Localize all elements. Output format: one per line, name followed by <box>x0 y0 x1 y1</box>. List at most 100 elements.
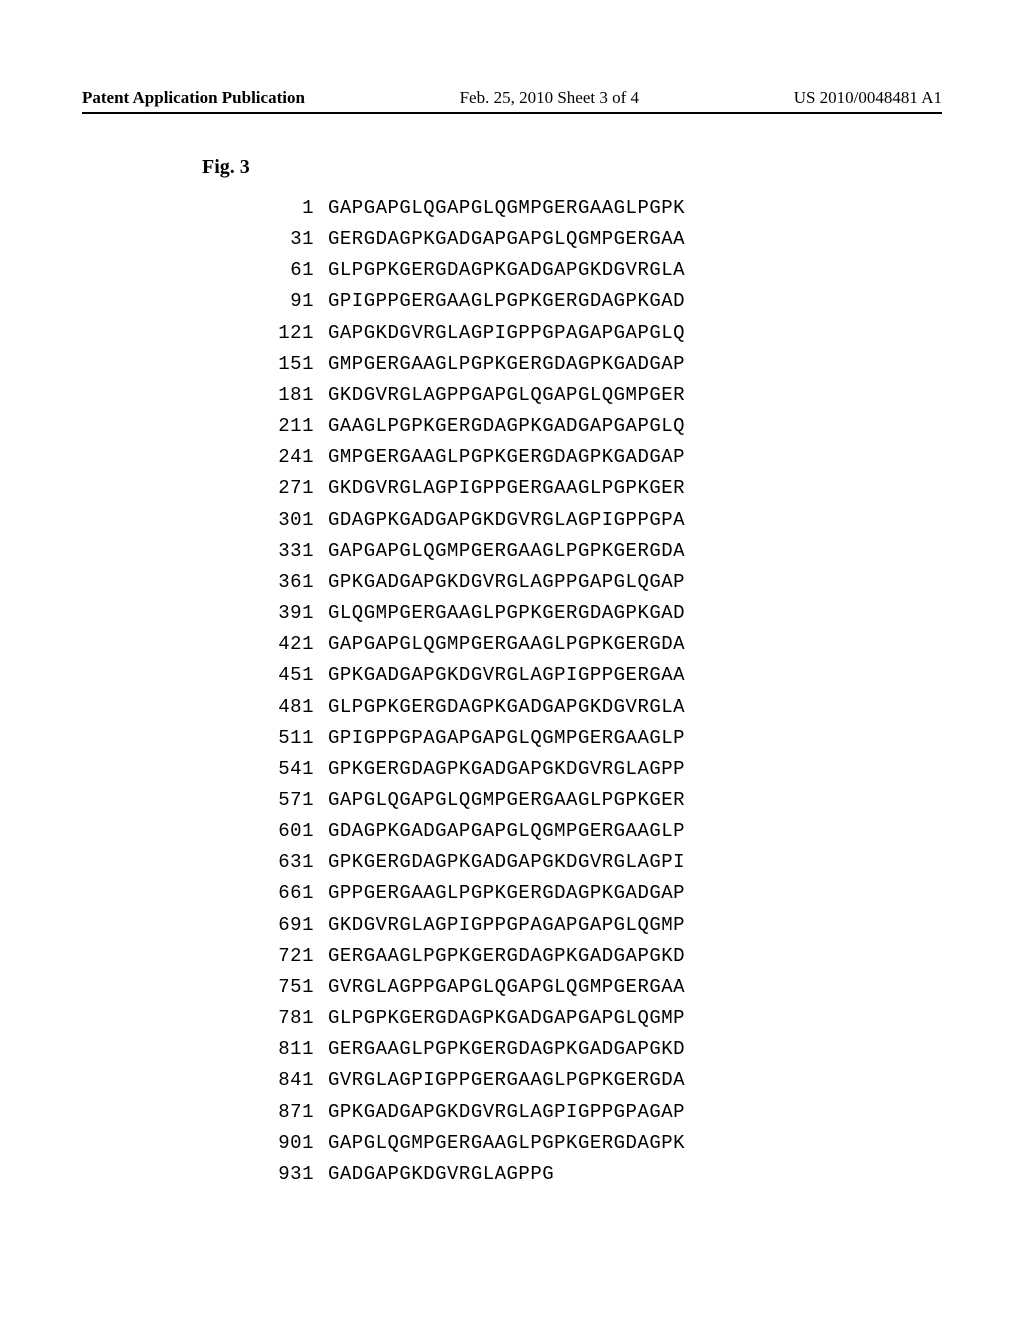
sequence-position: 241 <box>252 442 314 473</box>
sequence-position: 391 <box>252 598 314 629</box>
sequence-row: 751 GVRGLAGPPGAPGLQGAPGLQGMPGERGAA <box>252 972 942 1003</box>
sequence-position: 631 <box>252 847 314 878</box>
sequence-row: 91 GPIGPPGERGAAGLPGPKGERGDAGPKGAD <box>252 286 942 317</box>
sequence-position: 271 <box>252 473 314 504</box>
sequence-text: GMPGERGAAGLPGPKGERGDAGPKGADGAP <box>328 353 685 375</box>
sequence-row: 361 GPKGADGAPGKDGVRGLAGPPGAPGLQGAP <box>252 567 942 598</box>
sequence-text: GADGAPGKDGVRGLAGPPG <box>328 1163 554 1185</box>
sequence-text: GMPGERGAAGLPGPKGERGDAGPKGADGAP <box>328 446 685 468</box>
sequence-position: 421 <box>252 629 314 660</box>
sequence-text: GAPGAPGLQGAPGLQGMPGERGAAGLPGPK <box>328 197 685 219</box>
sequence-row: 841 GVRGLAGPIGPPGERGAAGLPGPKGERGDA <box>252 1065 942 1096</box>
sequence-text: GKDGVRGLAGPPGAPGLQGAPGLQGMPGER <box>328 384 685 406</box>
sequence-text: GPKGERGDAGPKGADGAPGKDGVRGLAGPI <box>328 851 685 873</box>
sequence-row: 781 GLPGPKGERGDAGPKGADGAPGAPGLQGMP <box>252 1003 942 1034</box>
sequence-text: GPIGPPGPAGAPGAPGLQGMPGERGAAGLP <box>328 727 685 749</box>
sequence-text: GERGDAGPKGADGAPGAPGLQGMPGERGAA <box>328 228 685 250</box>
sequence-row: 61 GLPGPKGERGDAGPKGADGAPGKDGVRGLA <box>252 255 942 286</box>
sequence-position: 841 <box>252 1065 314 1096</box>
sequence-position: 91 <box>252 286 314 317</box>
sequence-position: 151 <box>252 349 314 380</box>
sequence-position: 691 <box>252 910 314 941</box>
sequence-text: GLPGPKGERGDAGPKGADGAPGAPGLQGMP <box>328 1007 685 1029</box>
sequence-position: 751 <box>252 972 314 1003</box>
sequence-text: GAPGLQGAPGLQGMPGERGAAGLPGPKGER <box>328 789 685 811</box>
sequence-text: GDAGPKGADGAPGKDGVRGLAGPIGPPGPA <box>328 509 685 531</box>
sequence-position: 721 <box>252 941 314 972</box>
sequence-row: 571 GAPGLQGAPGLQGMPGERGAAGLPGPKGER <box>252 785 942 816</box>
sequence-text: GAPGAPGLQGMPGERGAAGLPGPKGERGDA <box>328 633 685 655</box>
sequence-text: GPKGADGAPGKDGVRGLAGPIGPPGERGAA <box>328 664 685 686</box>
sequence-row: 241 GMPGERGAAGLPGPKGERGDAGPKGADGAP <box>252 442 942 473</box>
sequence-row: 811 GERGAAGLPGPKGERGDAGPKGADGAPGKD <box>252 1034 942 1065</box>
sequence-text: GKDGVRGLAGPIGPPGERGAAGLPGPKGER <box>328 477 685 499</box>
sequence-text: GKDGVRGLAGPIGPPGPAGAPGAPGLQGMP <box>328 914 685 936</box>
sequence-row: 691 GKDGVRGLAGPIGPPGPAGAPGAPGLQGMP <box>252 910 942 941</box>
sequence-row: 31 GERGDAGPKGADGAPGAPGLQGMPGERGAA <box>252 224 942 255</box>
sequence-row: 301 GDAGPKGADGAPGKDGVRGLAGPIGPPGPA <box>252 505 942 536</box>
sequence-row: 211GAAGLPGPKGERGDAGPKGADGAPGAPGLQ <box>252 411 942 442</box>
sequence-row: 541GPKGERGDAGPKGADGAPGKDGVRGLAGPP <box>252 754 942 785</box>
sequence-row: 151 GMPGERGAAGLPGPKGERGDAGPKGADGAP <box>252 349 942 380</box>
sequence-position: 301 <box>252 505 314 536</box>
sequence-position: 451 <box>252 660 314 691</box>
sequence-text: GAPGAPGLQGMPGERGAAGLPGPKGERGDA <box>328 540 685 562</box>
sequence-row: 601 GDAGPKGADGAPGAPGLQGMPGERGAAGLP <box>252 816 942 847</box>
sequence-row: 391 GLQGMPGERGAAGLPGPKGERGDAGPKGAD <box>252 598 942 629</box>
sequence-text: GPKGADGAPGKDGVRGLAGPPGAPGLQGAP <box>328 571 685 593</box>
sequence-text: GVRGLAGPIGPPGERGAAGLPGPKGERGDA <box>328 1069 685 1091</box>
sequence-text: GVRGLAGPPGAPGLQGAPGLQGMPGERGAA <box>328 976 685 998</box>
sequence-row: 901 GAPGLQGMPGERGAAGLPGPKGERGDAGPK <box>252 1128 942 1159</box>
header-publication-label: Patent Application Publication <box>82 88 305 108</box>
sequence-row: 871 GPKGADGAPGKDGVRGLAGPIGPPGPAGAP <box>252 1097 942 1128</box>
page-container: Patent Application Publication Feb. 25, … <box>0 0 1024 1320</box>
sequence-row: 631 GPKGERGDAGPKGADGAPGKDGVRGLAGPI <box>252 847 942 878</box>
sequence-text: GPKGADGAPGKDGVRGLAGPIGPPGPAGAP <box>328 1101 685 1123</box>
sequence-text: GLQGMPGERGAAGLPGPKGERGDAGPKGAD <box>328 602 685 624</box>
sequence-position: 661 <box>252 878 314 909</box>
sequence-text: GAPGKDGVRGLAGPIGPPGPAGAPGAPGLQ <box>328 322 685 344</box>
sequence-position: 541 <box>252 754 314 785</box>
sequence-text: GLPGPKGERGDAGPKGADGAPGKDGVRGLA <box>328 696 685 718</box>
figure-label: Fig. 3 <box>202 156 942 179</box>
sequence-row: 511 GPIGPPGPAGAPGAPGLQGMPGERGAAGLP <box>252 723 942 754</box>
sequence-position: 331 <box>252 536 314 567</box>
sequence-position: 1 <box>252 193 314 224</box>
sequence-row: 121 GAPGKDGVRGLAGPIGPPGPAGAPGAPGLQ <box>252 318 942 349</box>
sequence-row: 931 GADGAPGKDGVRGLAGPPG <box>252 1159 942 1190</box>
sequence-position: 181 <box>252 380 314 411</box>
sequence-position: 871 <box>252 1097 314 1128</box>
sequence-position: 481 <box>252 692 314 723</box>
sequence-row: 181 GKDGVRGLAGPPGAPGLQGAPGLQGMPGER <box>252 380 942 411</box>
header-date-sheet: Feb. 25, 2010 Sheet 3 of 4 <box>460 88 639 108</box>
sequence-block: 1 GAPGAPGLQGAPGLQGMPGERGAAGLPGPK 31 GERGDAG… <box>252 193 942 1190</box>
sequence-text: GERGAAGLPGPKGERGDAGPKGADGAPGKD <box>328 945 685 967</box>
sequence-position: 31 <box>252 224 314 255</box>
page-header: Patent Application Publication Feb. 25, … <box>82 88 942 114</box>
sequence-row: 271 GKDGVRGLAGPIGPPGERGAAGLPGPKGER <box>252 473 942 504</box>
sequence-position: 811 <box>252 1034 314 1065</box>
sequence-row: 421 GAPGAPGLQGMPGERGAAGLPGPKGERGDA <box>252 629 942 660</box>
sequence-position: 361 <box>252 567 314 598</box>
sequence-position: 601 <box>252 816 314 847</box>
sequence-row: 1 GAPGAPGLQGAPGLQGMPGERGAAGLPGPK <box>252 193 942 224</box>
sequence-position: 901 <box>252 1128 314 1159</box>
sequence-position: 61 <box>252 255 314 286</box>
sequence-row: 481 GLPGPKGERGDAGPKGADGAPGKDGVRGLA <box>252 692 942 723</box>
sequence-position: 781 <box>252 1003 314 1034</box>
sequence-row: 451 GPKGADGAPGKDGVRGLAGPIGPPGERGAA <box>252 660 942 691</box>
sequence-text: GAPGLQGMPGERGAAGLPGPKGERGDAGPK <box>328 1132 685 1154</box>
sequence-text: GDAGPKGADGAPGAPGLQGMPGERGAAGLP <box>328 820 685 842</box>
sequence-text: GERGAAGLPGPKGERGDAGPKGADGAPGKD <box>328 1038 685 1060</box>
header-patent-number: US 2010/0048481 A1 <box>794 88 942 108</box>
sequence-position: 931 <box>252 1159 314 1190</box>
sequence-position: 511 <box>252 723 314 754</box>
sequence-position: 121 <box>252 318 314 349</box>
sequence-position: 571 <box>252 785 314 816</box>
sequence-text: GPIGPPGERGAAGLPGPKGERGDAGPKGAD <box>328 290 685 312</box>
sequence-row: 661 GPPGERGAAGLPGPKGERGDAGPKGADGAP <box>252 878 942 909</box>
sequence-row: 721 GERGAAGLPGPKGERGDAGPKGADGAPGKD <box>252 941 942 972</box>
sequence-text: GLPGPKGERGDAGPKGADGAPGKDGVRGLA <box>328 259 685 281</box>
sequence-text: GPPGERGAAGLPGPKGERGDAGPKGADGAP <box>328 882 685 904</box>
sequence-position: 211 <box>252 411 314 442</box>
